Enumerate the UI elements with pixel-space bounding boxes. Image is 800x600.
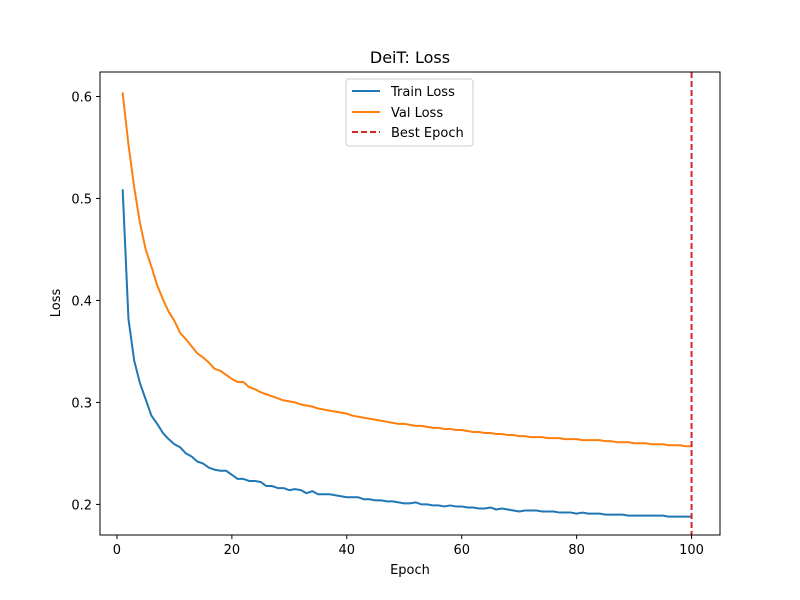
- series-line-val-loss: [121, 92, 693, 448]
- y-tick-label-0.6: 0.6: [71, 90, 92, 105]
- x-tick-label-40: 40: [339, 543, 356, 558]
- series-layer: [121, 92, 693, 518]
- legend-label-val-loss: Val Loss: [391, 106, 443, 121]
- x-tick-label-100: 100: [679, 543, 704, 558]
- y-tick-label-0.5: 0.5: [71, 192, 92, 207]
- x-tick-label-80: 80: [568, 543, 585, 558]
- y-axis: 0.2 0.3 0.4 0.5 0.6: [71, 90, 100, 513]
- x-tick-label-60: 60: [453, 543, 470, 558]
- x-axis-label: Epoch: [390, 563, 430, 578]
- legend: Train Loss Val Loss Best Epoch: [345, 78, 474, 147]
- legend-label-train-loss: Train Loss: [390, 85, 455, 100]
- y-tick-label-0.3: 0.3: [71, 396, 92, 411]
- x-axis: 0 20 40 60 80 100: [113, 535, 704, 558]
- x-tick-label-20: 20: [224, 543, 241, 558]
- plot-area: [100, 72, 720, 535]
- y-tick-label-0.4: 0.4: [71, 294, 92, 309]
- y-tick-label-0.2: 0.2: [71, 498, 92, 513]
- x-tick-label-0: 0: [113, 543, 121, 558]
- y-axis-label: Loss: [49, 289, 64, 318]
- legend-label-best-epoch: Best Epoch: [391, 126, 464, 141]
- chart-title: DeiT: Loss: [370, 48, 450, 67]
- legend-box: [345, 78, 474, 147]
- series-line-train-loss: [121, 189, 693, 518]
- plot-frame: [99, 71, 721, 536]
